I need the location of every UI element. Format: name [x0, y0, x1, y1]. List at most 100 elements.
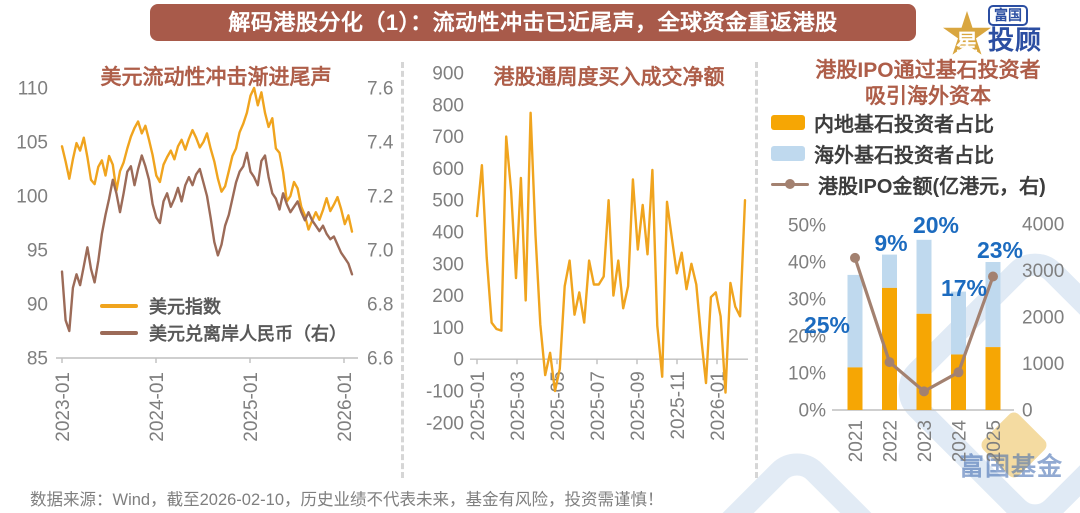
- y-axis-tick-label: 400: [432, 223, 464, 244]
- usd-index-line: [60, 86, 354, 233]
- watermark-text: 富国基金: [959, 453, 1064, 481]
- ipo-amount-marker: [884, 357, 895, 368]
- usd-chart-legend: 美元指数 美元兑离岸人民币（右）: [100, 292, 347, 346]
- banner-title: 解码港股分化（1）：流动性冲击已近尾声，全球资金重返港股: [150, 4, 916, 41]
- overseas-share-data-label: 25%: [804, 312, 850, 338]
- mainland-cornerstone-bar: [951, 354, 966, 410]
- y-axis-tick-label: 900: [432, 64, 464, 85]
- overseas-cornerstone-bar: [951, 291, 966, 355]
- y-axis-tick-label: 110: [18, 79, 48, 100]
- legend-item-overseas-cornerstone: 海外基石投资者占比: [771, 138, 1046, 169]
- mainland-cornerstone-bar: [882, 287, 897, 410]
- y-axis-tick-label: 500: [432, 191, 464, 212]
- y-axis-tick-label: 300: [432, 254, 464, 275]
- y-axis-tick-label: 7.0: [367, 241, 393, 262]
- y-axis-tick-label: 10%: [788, 364, 826, 385]
- y-axis-tick-label: 0%: [799, 401, 827, 422]
- usdcnh-line: [60, 151, 354, 333]
- legend-item-mainland-cornerstone: 内地基石投资者占比: [771, 107, 1046, 138]
- legend-label: 内地基石投资者占比: [814, 114, 994, 136]
- y-axis-tick-label: 95: [27, 241, 48, 262]
- ipo-amount-line-swatch: [771, 179, 809, 190]
- y-axis-tick-label: 700: [432, 127, 464, 148]
- mainland-cornerstone-bar: [847, 367, 863, 410]
- legend-label: 港股IPO金额(亿港元，右): [818, 176, 1046, 198]
- legend-item-usd-index: 美元指数: [100, 292, 347, 319]
- y-axis-tick-label: 200: [432, 286, 464, 307]
- overseas-cornerstone-bar: [882, 254, 897, 288]
- ipo-amount-marker: [850, 252, 860, 263]
- mainland-cornerstone-bar: [985, 347, 1001, 410]
- southbound-net-buy-line: [475, 111, 747, 394]
- x-axis-tick-label: 2025-05: [548, 371, 569, 441]
- x-axis-tick-label: 2025-07: [588, 371, 609, 441]
- legend-label: 海外基石投资者占比: [814, 145, 994, 167]
- data-source-disclaimer: 数据来源：Wind，截至2026-02-10，历史业绩不代表未来，基金有风险，投…: [30, 491, 664, 509]
- panel-divider: [401, 62, 404, 478]
- x-axis-tick-label: 2025-09: [628, 371, 649, 441]
- fullgoal-star-advisor-logo: 星 富国 投顾: [942, 5, 1042, 59]
- x-axis-tick-label: 2021: [846, 420, 867, 462]
- usd-liquidity-chart-title: 美元流动性冲击渐进尾声: [100, 66, 332, 89]
- x-axis-tick-label: 2022: [881, 420, 902, 462]
- y-axis-tick-label: 6.6: [367, 349, 393, 370]
- y-axis-tick-label: 4000: [1022, 215, 1064, 236]
- legend-item-usdcnh: 美元兑离岸人民币（右）: [100, 319, 347, 346]
- y-axis-tick-label: 7.2: [367, 187, 393, 208]
- y-axis-tick-label: 30%: [788, 290, 826, 311]
- y-axis-tick-label: -200: [426, 413, 464, 434]
- ipo-chart-title-line1: 港股IPO通过基石投资者: [815, 59, 1041, 82]
- x-axis-tick-label: 2024: [950, 420, 971, 463]
- y-axis-tick-label: 2000: [1022, 308, 1064, 329]
- y-axis-tick-label: 1000: [1022, 354, 1064, 375]
- y-axis-tick-label: 20%: [788, 327, 826, 348]
- y-axis-tick-label: 0: [453, 350, 464, 371]
- ipo-amount-marker: [919, 386, 929, 397]
- southbound-chart-title: 港股通周度买入成交净额: [493, 66, 725, 89]
- ipo-amount-marker: [953, 367, 964, 378]
- logo-name-label: 投顾: [988, 25, 1043, 55]
- y-axis-tick-label: 90: [27, 295, 48, 316]
- x-axis-tick-label: 2025-01: [241, 372, 262, 442]
- ipo-chart-legend: 内地基石投资者占比 海外基石投资者占比 港股IPO金额(亿港元，右): [771, 107, 1046, 200]
- legend-label: 美元兑离岸人民币（右）: [149, 323, 347, 344]
- x-axis-tick-label: 2025: [984, 420, 1005, 462]
- overseas-share-data-label: 9%: [874, 230, 907, 256]
- y-axis-tick-label: 600: [432, 159, 464, 180]
- y-axis-tick-label: 7.6: [367, 79, 393, 100]
- y-axis-tick-label: -100: [426, 382, 464, 403]
- legend-label: 美元指数: [149, 296, 221, 317]
- mainland-cornerstone-bar: [916, 313, 932, 410]
- gold-star-icon: 星: [943, 11, 991, 55]
- x-axis-tick-label: 2023-01: [53, 372, 74, 442]
- y-axis-tick-label: 6.8: [367, 295, 393, 316]
- star-character: 星: [956, 30, 979, 55]
- overseas-share-data-label: 17%: [941, 275, 987, 301]
- mainland-bar-swatch: [771, 115, 805, 130]
- x-axis-tick-label: 2024-01: [147, 372, 168, 442]
- legend-item-ipo-amount: 港股IPO金额(亿港元，右): [771, 169, 1046, 200]
- overseas-bar-swatch: [771, 146, 805, 161]
- y-axis-tick-label: 50%: [788, 216, 826, 237]
- y-axis-tick-label: 800: [432, 95, 464, 116]
- x-axis-tick-label: 2026-01: [335, 372, 356, 442]
- usd-index-line-swatch: [100, 303, 138, 308]
- x-axis-tick-label: 2026-01: [708, 371, 729, 441]
- ipo-amount-marker: [988, 271, 998, 282]
- y-axis-tick-label: 40%: [788, 253, 826, 274]
- y-axis-tick-label: 100: [432, 318, 464, 339]
- ipo-chart-title: 港股IPO通过基石投资者 吸引海外资本: [779, 58, 1077, 110]
- y-axis-tick-label: 100: [16, 187, 48, 208]
- overseas-share-data-label: 23%: [977, 237, 1023, 263]
- y-axis-tick-label: 0: [1022, 401, 1033, 422]
- y-axis-tick-label: 7.4: [367, 133, 394, 154]
- x-axis-tick-label: 2025-01: [468, 371, 489, 441]
- y-axis-tick-label: 105: [16, 133, 48, 154]
- y-axis-tick-label: 3000: [1022, 261, 1064, 282]
- overseas-cornerstone-bar: [847, 274, 863, 368]
- x-axis-tick-label: 2025-11: [668, 371, 689, 439]
- logo-box-label: 富国: [988, 5, 1028, 26]
- y-axis-tick-label: 85: [27, 349, 48, 370]
